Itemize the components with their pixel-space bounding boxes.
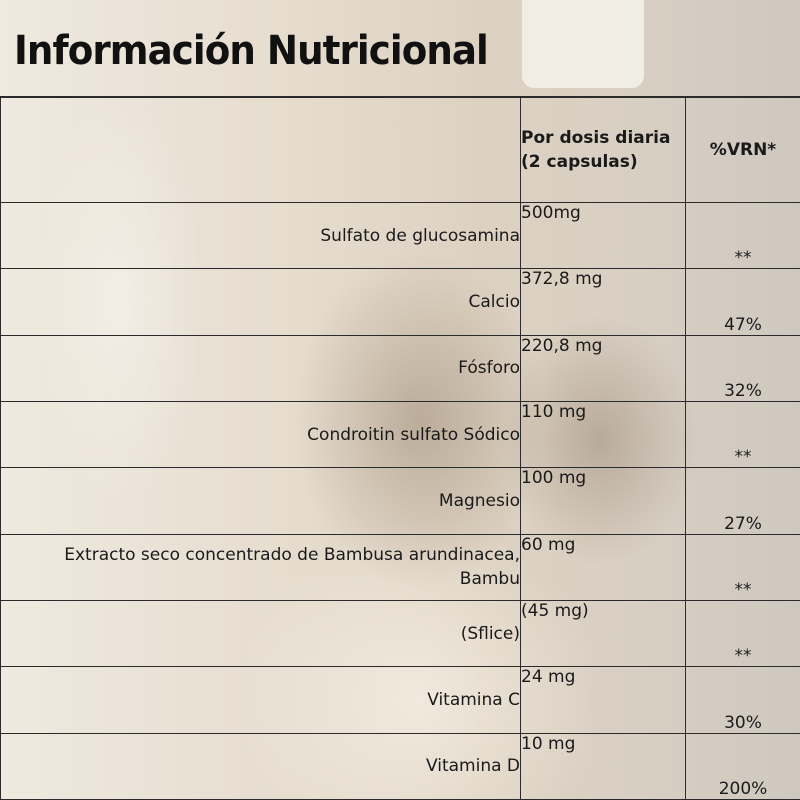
table-row: (Sflice) (45 mg) **: [0, 599, 800, 668]
amount-cell: 110 mg: [520, 400, 686, 469]
table-row: Extracto seco concentrado de Bambusa aru…: [0, 533, 800, 601]
amount-cell: 10 mg: [520, 732, 686, 800]
table-row: Fósforo 220,8 mg 32%: [0, 334, 800, 403]
page-title: Información Nutricional: [14, 28, 489, 74]
nutrition-table: Por dosis diaria (2 capsulas) %VRN* Sulf…: [0, 96, 800, 800]
vrn-cell: **: [685, 599, 800, 668]
table-row: Sulfato de glucosamina 500mg **: [0, 202, 800, 270]
amount-cell: 220,8 mg: [520, 334, 686, 403]
vrn-cell: 47%: [685, 268, 800, 336]
nutrient-name-cell: Magnesio: [0, 467, 521, 535]
vrn-cell: 27%: [685, 467, 800, 535]
table-row: Vitamina C 24 mg 30%: [0, 666, 800, 734]
nutrient-name-cell: Vitamina C: [0, 666, 521, 734]
amount-cell: 500mg: [520, 202, 686, 270]
header-amount-cell: Por dosis diaria (2 capsulas): [520, 96, 686, 204]
nutrient-name-cell: Condroitin sulfato Sódico: [0, 400, 521, 469]
amount-cell: 100 mg: [520, 467, 686, 535]
nutrient-name-cell: Sulfato de glucosamina: [0, 202, 521, 270]
vrn-cell: **: [685, 533, 800, 601]
vrn-cell: 32%: [685, 334, 800, 403]
vrn-cell: **: [685, 202, 800, 270]
nutrient-name-cell: Calcio: [0, 268, 521, 336]
amount-cell: 372,8 mg: [520, 268, 686, 336]
table-row: Vitamina D 10 mg 200%: [0, 732, 800, 800]
header-vrn-cell: %VRN*: [685, 96, 800, 204]
vrn-cell: 200%: [685, 732, 800, 800]
header-amount-label: Por dosis diaria (2 capsulas): [521, 128, 671, 172]
table-header-row: Por dosis diaria (2 capsulas) %VRN*: [0, 96, 800, 204]
nutrient-name-cell: Extracto seco concentrado de Bambusa aru…: [0, 533, 521, 601]
header-name-cell: [0, 96, 521, 204]
nutrient-name-cell: (Sflice): [0, 599, 521, 668]
lamp-shade: [522, 0, 644, 88]
amount-cell: 60 mg: [520, 533, 686, 601]
vrn-cell: **: [685, 400, 800, 469]
table-row: Calcio 372,8 mg 47%: [0, 268, 800, 336]
vrn-cell: 30%: [685, 666, 800, 734]
table-row: Magnesio 100 mg 27%: [0, 467, 800, 535]
nutrient-name-cell: Fósforo: [0, 334, 521, 403]
amount-cell: 24 mg: [520, 666, 686, 734]
amount-cell: (45 mg): [520, 599, 686, 668]
nutrient-name-cell: Vitamina D: [0, 732, 521, 800]
table-row: Condroitin sulfato Sódico 110 mg **: [0, 400, 800, 469]
